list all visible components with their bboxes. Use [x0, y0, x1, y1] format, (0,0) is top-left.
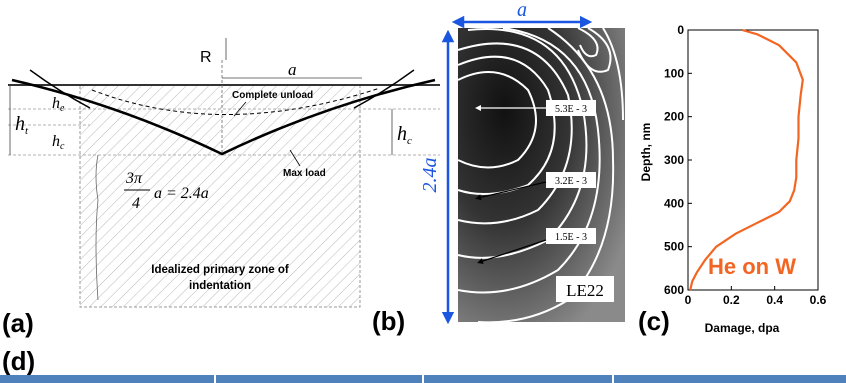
y-tick-label: 100 — [664, 66, 684, 80]
panel-label-d: (d) — [2, 346, 36, 376]
y-tick-label: 300 — [664, 153, 684, 167]
contour-field: a 2.4a 5.3E - 3 3.2E - 3 1.5E - 3 LE22 — [419, 0, 625, 325]
x-tick-label: 0.6 — [810, 293, 827, 307]
hc-label-left: hc — [52, 133, 65, 152]
radius-label: R — [200, 49, 212, 66]
x-tick-label: 0.4 — [766, 293, 783, 307]
strain-component-label: LE22 — [566, 281, 604, 300]
contour-lines — [457, 27, 624, 324]
table-header-cell — [0, 375, 214, 383]
contour-label-1: 5.3E - 3 — [555, 104, 587, 115]
contour-label-2: 3.2E - 3 — [555, 176, 587, 187]
max-load-label: Max load — [283, 168, 326, 179]
table-header-cell — [216, 375, 422, 383]
ht-label: ht — [15, 113, 29, 137]
y-axis-label: Depth, nm — [639, 123, 653, 182]
primary-zone-box — [79, 84, 361, 308]
contact-radius-label: a — [288, 60, 297, 79]
indenter-max-load — [11, 78, 436, 156]
zone-caption-line1: Idealized primary zone of — [151, 264, 289, 276]
table-header-cell — [424, 375, 612, 383]
panel-label-a: (a) — [2, 308, 34, 338]
x-axis-label: Damage, dpa — [705, 321, 780, 335]
x-tick-label: 0.2 — [723, 293, 740, 307]
y-tick-label: 200 — [664, 110, 684, 124]
y-tick-label: 400 — [664, 196, 684, 210]
panel-label-c: (c) — [638, 306, 670, 336]
zone-caption-line2: indentation — [189, 280, 251, 292]
field-background — [458, 28, 625, 322]
unload-curve — [91, 87, 381, 115]
hc-label-right: hc — [397, 123, 412, 147]
formula-rest: a = 2.4a — [154, 185, 209, 202]
depth-label: 2.4a — [419, 158, 441, 193]
y-tick-label: 600 — [664, 283, 684, 297]
x-tick-label: 0 — [685, 293, 692, 307]
series-annotation: He on W — [708, 254, 796, 279]
formula-numerator: 3π — [125, 170, 143, 187]
panel-label-b: (b) — [372, 306, 406, 336]
formula-denominator: 4 — [132, 195, 140, 212]
width-label: a — [517, 0, 527, 21]
y-tick-label: 0 — [677, 23, 684, 37]
contour-label-3: 1.5E - 3 — [555, 232, 587, 243]
table-header-cell — [614, 375, 846, 383]
he-label-top: he — [52, 95, 65, 114]
y-tick-label: 500 — [664, 240, 684, 254]
indentation-schematic: R a ht he hc hc Complete unload Max load… — [8, 38, 440, 308]
complete-unload-label: Complete unload — [232, 90, 313, 101]
damage-curve — [689, 28, 804, 291]
table-header-row — [0, 375, 846, 383]
